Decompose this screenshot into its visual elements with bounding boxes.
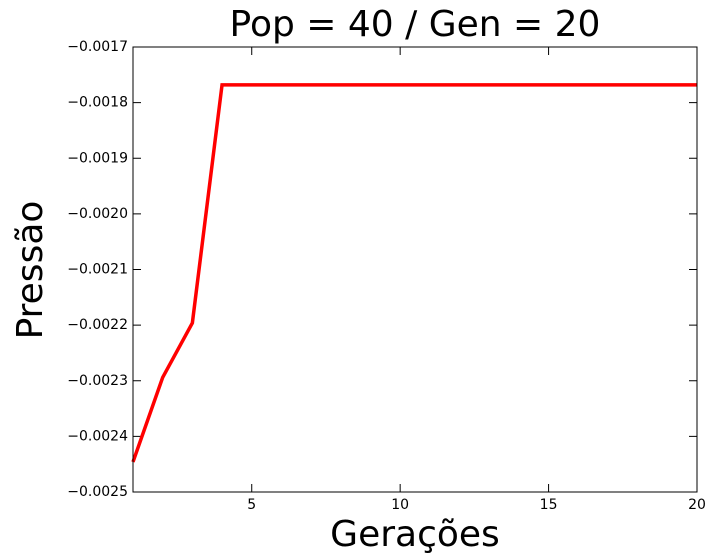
x-tick-label: 20	[688, 497, 706, 513]
y-axis-label: Pressão	[10, 201, 51, 340]
y-tick-label: −0.0018	[67, 95, 128, 111]
y-tick-label: −0.0023	[67, 373, 128, 389]
x-tick-label: 15	[540, 497, 558, 513]
y-tick-label: −0.0020	[67, 206, 128, 222]
y-tick-label: −0.0024	[67, 428, 128, 444]
y-tick-label: −0.0025	[67, 484, 128, 500]
y-tick-label: −0.0017	[67, 39, 128, 55]
chart-title: Pop = 40 / Gen = 20	[230, 4, 601, 45]
x-tick-label: 5	[247, 497, 256, 513]
x-tick-label: 10	[391, 497, 409, 513]
y-tick-label: −0.0021	[67, 262, 128, 278]
plot-frame	[132, 46, 698, 493]
x-axis-label: Gerações	[330, 514, 500, 555]
line	[131, 83, 697, 463]
y-tick-label: −0.0022	[67, 317, 128, 333]
y-tick-label: −0.0019	[67, 150, 128, 166]
